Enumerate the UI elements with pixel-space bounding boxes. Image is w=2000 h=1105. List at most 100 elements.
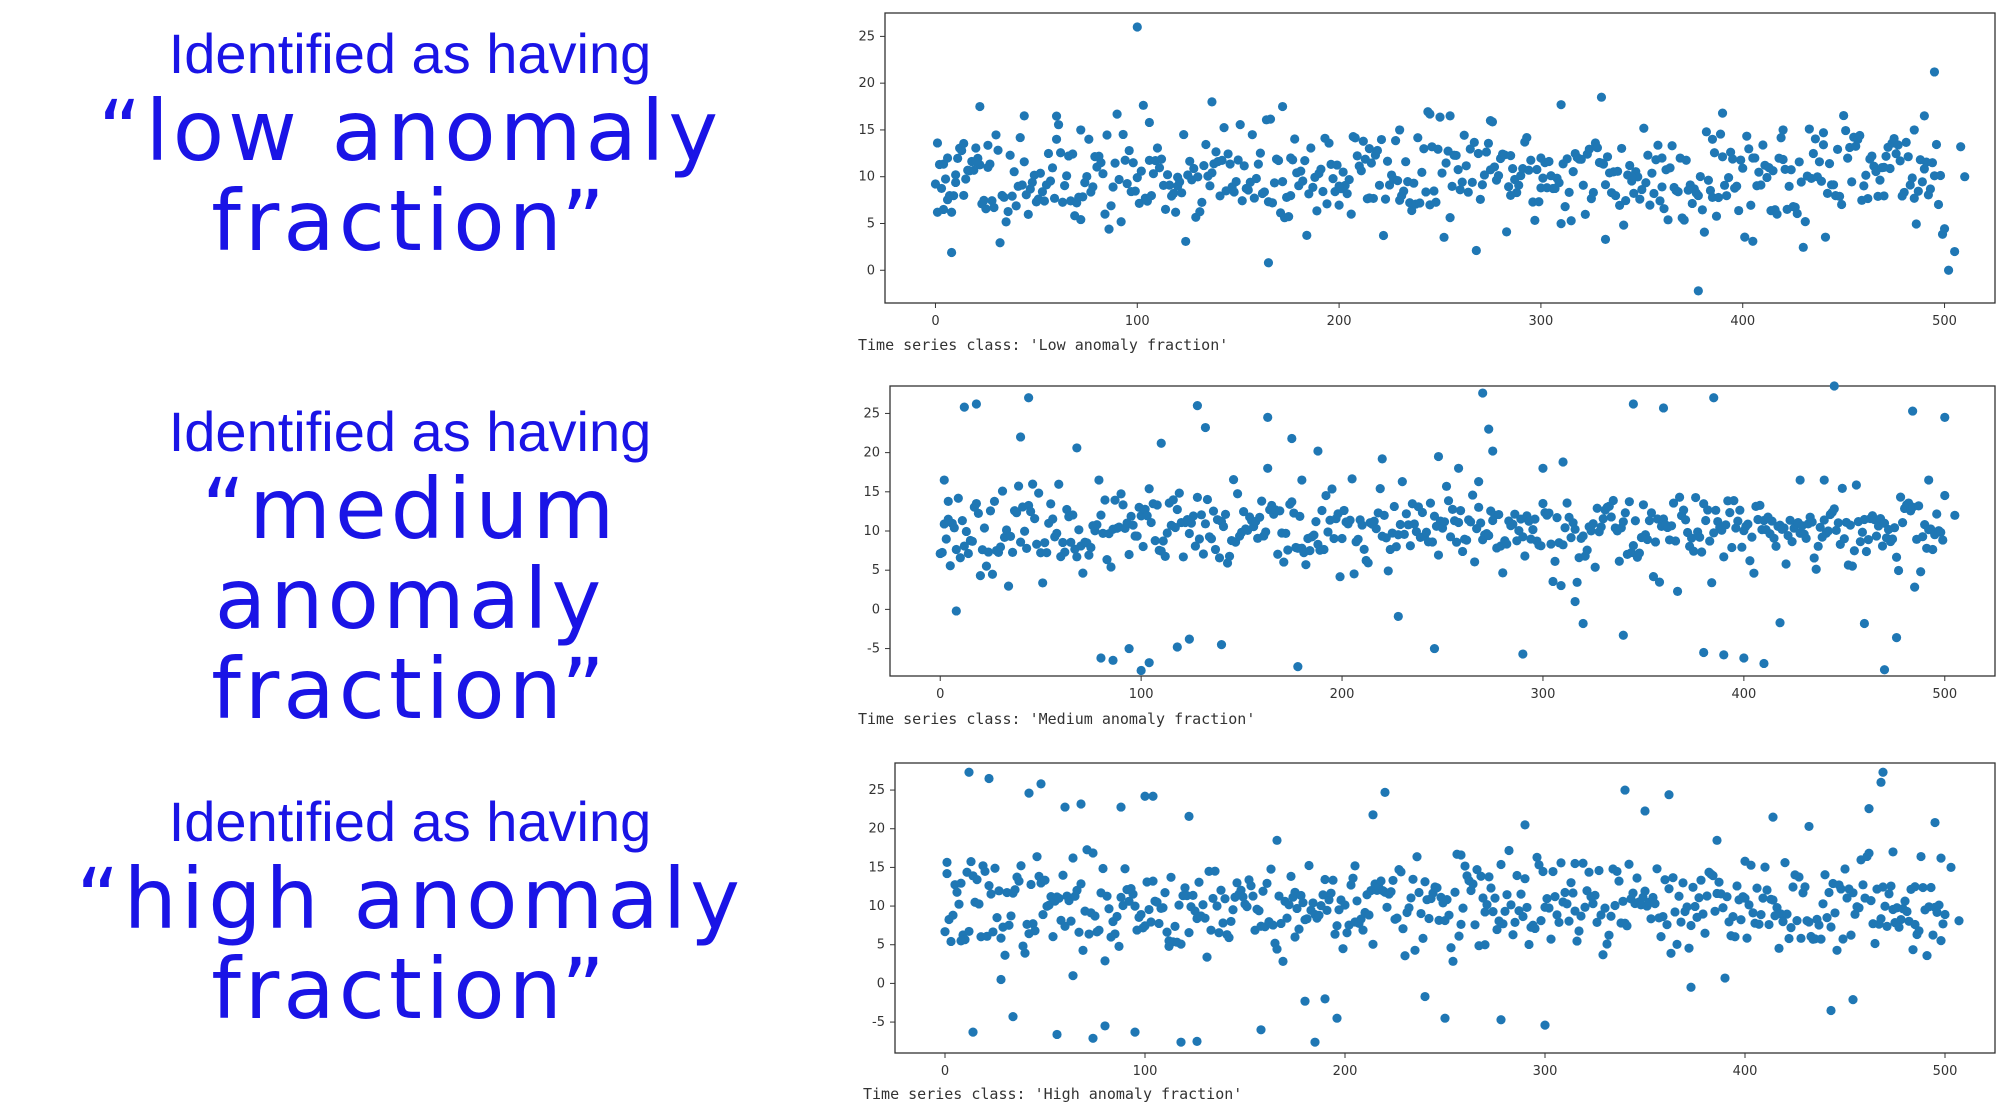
data-point-outlier [1536, 153, 1546, 163]
data-point [1054, 479, 1064, 489]
data-point [1686, 920, 1696, 931]
data-point [1752, 883, 1762, 893]
label-low-line2: “low anomaly [97, 82, 723, 180]
data-point-outlier [1216, 640, 1227, 650]
data-point-outlier [1425, 109, 1435, 119]
data-point-outlier [1924, 475, 1934, 485]
data-point-outlier [1946, 862, 1956, 872]
x-tick-label: 300 [1533, 1064, 1558, 1079]
data-point-outlier [1277, 101, 1288, 112]
data-point-outlier [938, 204, 949, 215]
data-point [1534, 860, 1544, 870]
data-point [1086, 542, 1096, 553]
data-point [1345, 515, 1355, 525]
data-point [1928, 930, 1938, 940]
data-point-outlier [951, 170, 961, 180]
data-point [1701, 127, 1711, 137]
data-point [1014, 876, 1024, 886]
data-point [1171, 207, 1181, 217]
data-point [957, 516, 967, 526]
data-point [1889, 523, 1900, 533]
data-point [973, 508, 983, 518]
data-point [1788, 882, 1798, 892]
data-point [1100, 956, 1110, 966]
data-point [1486, 883, 1496, 893]
data-point-outlier [1570, 858, 1580, 869]
data-point [1298, 898, 1308, 908]
data-point [1126, 511, 1136, 521]
data-point [1606, 512, 1616, 522]
data-point [1062, 171, 1072, 181]
data-point [951, 177, 961, 188]
data-point [1526, 155, 1536, 165]
data-point [1796, 933, 1806, 943]
data-point [1940, 490, 1950, 501]
data-point [953, 493, 963, 503]
data-point [1918, 532, 1928, 542]
data-point [1181, 236, 1191, 247]
data-point [1382, 902, 1392, 912]
data-point [1628, 541, 1638, 551]
data-point [1774, 943, 1784, 953]
data-point [1290, 134, 1300, 144]
data-point-outlier [1891, 632, 1902, 643]
data-point [1837, 199, 1847, 210]
data-point [1096, 510, 1106, 520]
data-point [990, 863, 1000, 873]
data-point [1116, 217, 1126, 227]
data-point-outlier [1272, 835, 1282, 845]
data-point [1837, 483, 1847, 493]
data-point-outlier [943, 514, 953, 524]
data-point [1281, 528, 1291, 538]
data-point [1328, 875, 1338, 885]
data-point [1870, 938, 1880, 949]
data-point [1258, 886, 1268, 896]
data-point [1321, 490, 1331, 501]
data-point-outlier [1096, 653, 1106, 663]
data-point [1815, 522, 1825, 532]
data-point [1174, 900, 1184, 910]
data-point [1007, 547, 1018, 557]
data-point [1015, 132, 1025, 143]
data-point [1866, 896, 1876, 906]
data-point-outlier [1950, 246, 1960, 257]
data-point [1635, 194, 1645, 204]
data-point [1911, 219, 1921, 229]
data-point [1444, 910, 1454, 920]
data-point [1058, 197, 1068, 207]
data-point [1162, 528, 1172, 538]
data-point [969, 165, 979, 175]
data-point [1391, 542, 1401, 552]
data-point-outlier [1930, 817, 1940, 828]
data-point-outlier [1200, 422, 1211, 433]
data-point [1084, 929, 1094, 939]
data-point [1463, 187, 1473, 197]
data-point-outlier [1719, 650, 1729, 660]
data-point [1914, 501, 1924, 511]
data-point [957, 145, 967, 156]
data-point [1816, 176, 1827, 186]
data-point-outlier [996, 974, 1006, 985]
data-point [1662, 920, 1672, 930]
data-point [1162, 170, 1173, 180]
data-point [1468, 490, 1478, 500]
data-point-outlier [1445, 111, 1455, 121]
label-high-line3: fraction” [211, 940, 609, 1038]
data-point [1136, 909, 1146, 920]
data-point [1461, 161, 1471, 171]
data-point [1130, 901, 1140, 911]
data-point [1162, 927, 1172, 937]
data-point [1263, 463, 1273, 473]
data-point [1738, 163, 1748, 173]
data-point [1392, 913, 1402, 923]
data-point [1302, 914, 1312, 924]
data-point-outlier [1919, 111, 1929, 121]
data-point-outlier [1184, 811, 1194, 821]
y-tick-label: 15 [858, 123, 875, 138]
data-point [1679, 215, 1689, 225]
data-point [1730, 932, 1740, 942]
data-point [1576, 911, 1586, 921]
data-point [1208, 506, 1219, 516]
data-point [1604, 930, 1614, 940]
data-point [1311, 517, 1321, 527]
